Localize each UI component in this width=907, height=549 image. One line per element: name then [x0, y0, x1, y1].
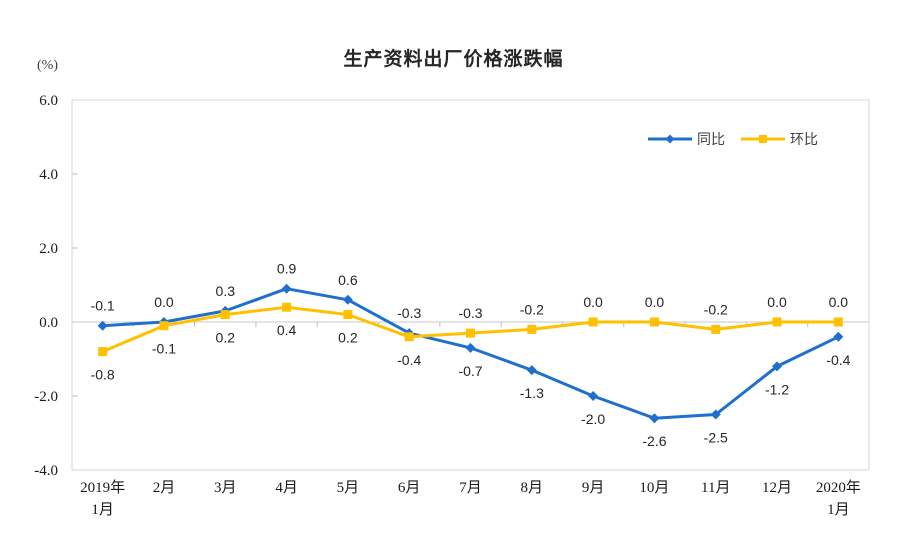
data-label-同比: -2.5: [704, 430, 728, 446]
data-label-环比: 0.0: [767, 294, 787, 310]
data-point-环比: [159, 321, 169, 331]
legend-label: 同比: [697, 131, 725, 147]
data-label-环比: -0.2: [520, 301, 544, 317]
y-tick-label: 6.0: [39, 93, 58, 109]
data-point-同比: [281, 283, 292, 294]
x-tick-label: 7月: [459, 480, 482, 496]
data-point-环比: [833, 317, 843, 327]
y-tick-label: 0.0: [39, 315, 58, 331]
legend-label: 环比: [790, 131, 818, 147]
data-label-同比: -0.7: [458, 363, 482, 379]
data-label-环比: -0.1: [152, 341, 176, 357]
y-tick-label: -4.0: [34, 463, 58, 479]
x-tick-label: 5月: [337, 480, 360, 496]
data-label-同比: 0.0: [154, 294, 174, 310]
data-label-同比: 0.3: [216, 283, 236, 299]
x-tick-label: 6月: [398, 480, 421, 496]
x-tick-label: 11月: [701, 480, 730, 496]
legend-item-同比: 同比: [648, 129, 725, 149]
data-point-同比: [833, 331, 844, 342]
y-tick-label: 2.0: [39, 241, 58, 257]
chart-title: 生产资料出厂价格涨跌幅: [343, 49, 564, 70]
data-label-环比: 0.0: [645, 294, 665, 310]
data-point-同比: [526, 365, 537, 376]
data-label-环比: -0.4: [397, 352, 421, 368]
x-tick-label: 4月: [275, 480, 298, 496]
legend: 同比 环比: [648, 129, 818, 149]
data-label-同比: -0.3: [397, 305, 421, 321]
x-tick-label: 2月: [153, 480, 176, 496]
y-tick-label: -2.0: [34, 389, 58, 405]
data-label-环比: 0.2: [338, 330, 358, 346]
x-tick-label: 9月: [582, 480, 605, 496]
data-point-环比: [588, 317, 598, 327]
x-tick-label: 8月: [521, 480, 544, 496]
data-label-同比: -0.1: [91, 298, 115, 314]
data-point-同比: [649, 413, 660, 424]
data-label-同比: 0.9: [277, 261, 297, 277]
x-tick-label: 3月: [214, 480, 237, 496]
data-point-同比: [465, 342, 476, 353]
data-label-同比: -2.6: [642, 433, 666, 449]
data-point-同比: [588, 391, 599, 401]
data-point-环比: [649, 317, 659, 327]
data-point-环比: [404, 332, 414, 342]
data-point-环比: [220, 310, 230, 320]
data-label-同比: -0.4: [826, 352, 850, 368]
data-point-环比: [527, 324, 537, 334]
data-point-环比: [282, 302, 292, 312]
legend-diamond-marker-icon: [648, 134, 692, 144]
data-label-环比: 0.0: [583, 294, 603, 310]
plot-border: [71, 99, 870, 471]
x-tick-label: 2019年 1月: [80, 479, 125, 518]
data-label-同比: -1.3: [520, 385, 544, 401]
data-point-环比: [343, 310, 353, 320]
data-label-环比: 0.2: [216, 330, 236, 346]
data-point-环比: [466, 328, 475, 338]
data-point-同比: [97, 320, 108, 331]
data-label-环比: 0.4: [277, 322, 297, 338]
data-point-同比: [342, 294, 353, 305]
data-label-环比: -0.8: [91, 367, 115, 383]
data-label-环比: -0.3: [458, 305, 482, 321]
data-point-同比: [772, 361, 783, 372]
data-label-同比: -2.0: [581, 411, 605, 427]
data-label-环比: 0.0: [829, 294, 849, 310]
legend-item-环比: 环比: [741, 129, 818, 149]
y-tick-label: 4.0: [39, 167, 58, 183]
data-point-环比: [98, 347, 108, 357]
data-point-环比: [772, 317, 782, 327]
x-tick-label: 10月: [639, 480, 669, 496]
x-tick-label: 12月: [762, 480, 792, 496]
y-axis-unit-label: (%): [37, 58, 58, 73]
data-label-同比: 0.6: [338, 272, 358, 288]
x-tick-label: 2020年 1月: [816, 479, 861, 518]
legend-square-marker-icon: [741, 135, 785, 143]
data-label-环比: -0.2: [704, 301, 728, 317]
data-point-同比: [710, 409, 721, 420]
data-label-同比: -1.2: [765, 381, 789, 397]
data-point-环比: [711, 324, 721, 334]
